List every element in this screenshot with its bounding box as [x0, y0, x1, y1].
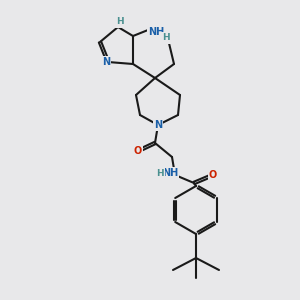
Text: H: H	[116, 17, 124, 26]
Text: N: N	[154, 120, 162, 130]
Text: O: O	[134, 146, 142, 156]
Text: NH: NH	[148, 27, 164, 37]
Text: H: H	[162, 34, 170, 43]
Text: H: H	[156, 169, 164, 178]
Text: NH: NH	[162, 168, 178, 178]
Text: O: O	[209, 170, 217, 180]
Text: N: N	[102, 57, 110, 67]
